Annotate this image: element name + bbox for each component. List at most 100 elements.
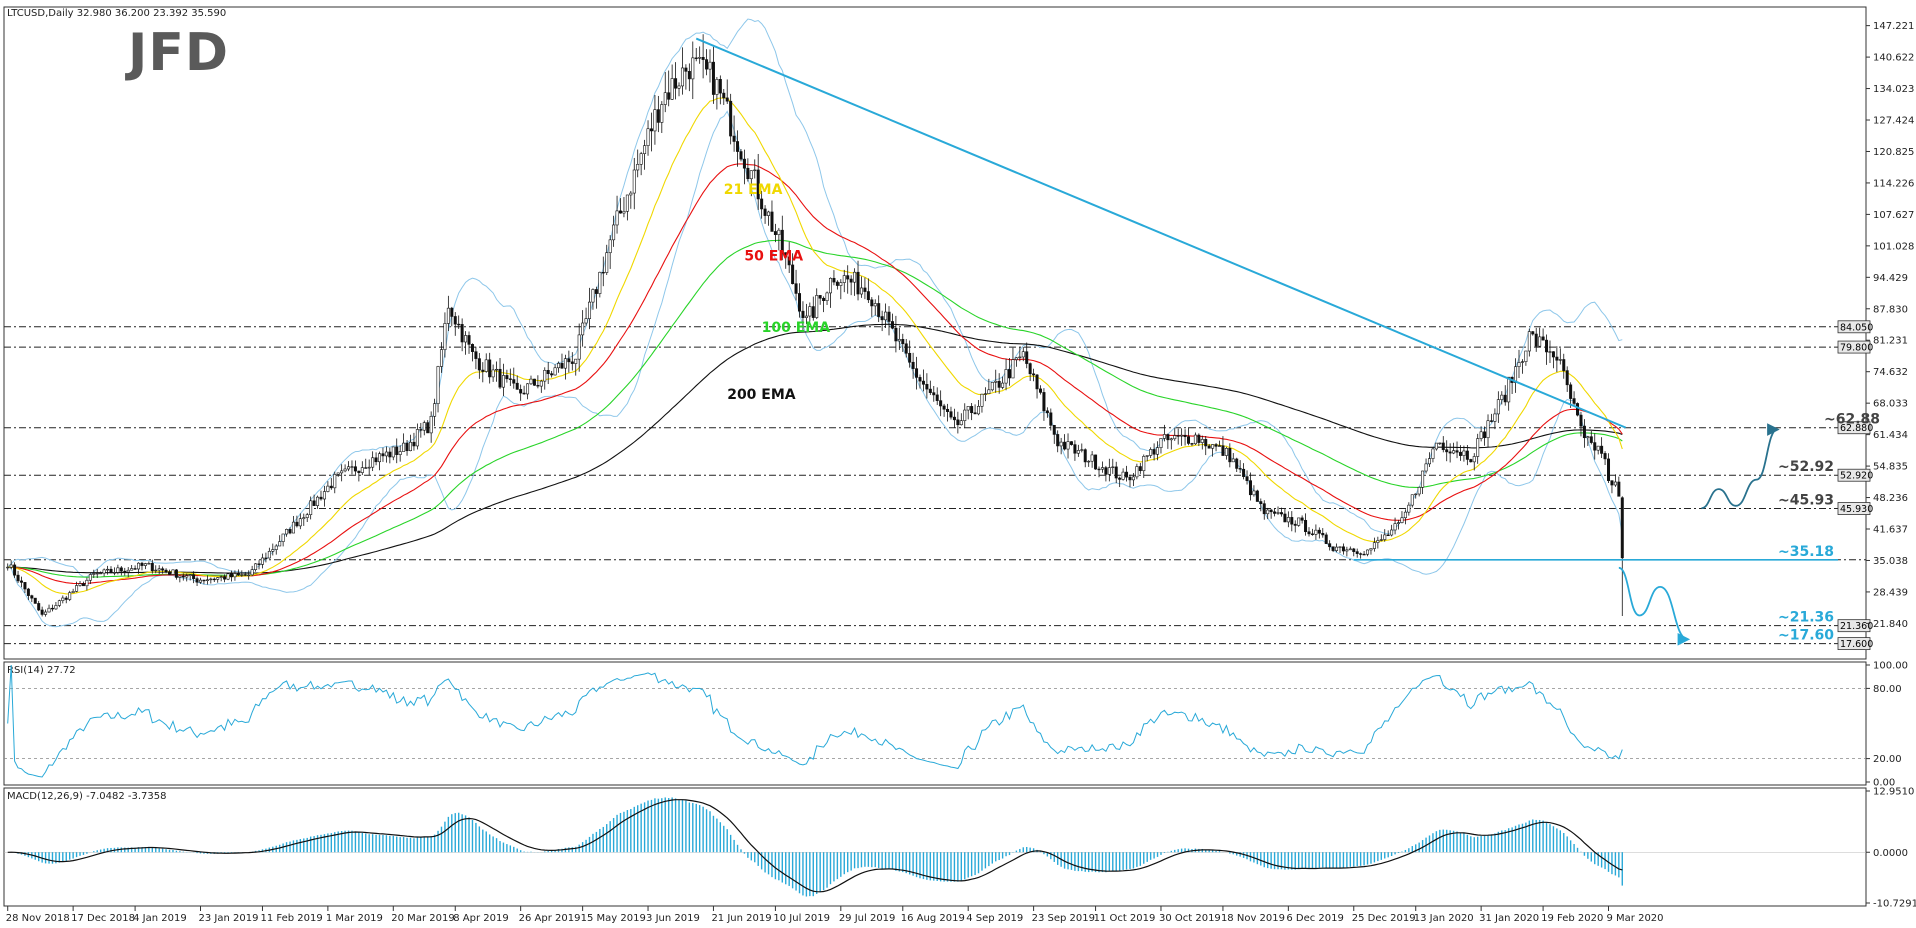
candle-body — [588, 301, 592, 319]
price-tick-label: 114.226 — [1873, 178, 1914, 189]
candle-body — [429, 415, 433, 434]
candle-body — [209, 578, 213, 581]
candle-body — [1314, 529, 1318, 535]
candle-body — [1242, 468, 1246, 477]
level-label-box — [1837, 637, 1871, 651]
date-tick-label: 1 Mar 2019 — [326, 913, 383, 924]
candle-body — [281, 533, 285, 542]
candle-body — [1579, 414, 1583, 427]
macd-signal-line — [7, 799, 1623, 893]
candle-body — [216, 577, 220, 580]
candle-body — [1476, 438, 1480, 457]
candle-body — [963, 409, 967, 421]
candle-body — [798, 293, 802, 312]
candle-body — [1355, 551, 1359, 554]
candle-body — [818, 295, 822, 299]
candle-body — [391, 446, 395, 458]
candle-body — [808, 306, 812, 317]
candle-body — [777, 229, 781, 235]
candle-body — [19, 580, 23, 583]
candle-body — [336, 472, 340, 475]
candle-body — [1445, 449, 1449, 453]
candle-body — [997, 380, 1001, 388]
candle-body — [78, 583, 82, 586]
candle-body — [1335, 546, 1339, 551]
candle-body — [1204, 439, 1208, 447]
candle-body — [853, 271, 857, 283]
candle-body — [233, 573, 237, 578]
candle-body — [298, 518, 302, 527]
candle-body — [1393, 523, 1397, 531]
candle-body — [1403, 511, 1407, 519]
candle-body — [1269, 509, 1273, 513]
candle-body — [257, 563, 261, 565]
candle-body — [388, 451, 392, 458]
candle-body — [749, 170, 753, 180]
candle-body — [1593, 442, 1597, 451]
candle-body — [1569, 384, 1573, 399]
rsi-tick-label: 100.00 — [1873, 661, 1908, 672]
candle-body — [1166, 434, 1170, 441]
candle-body — [715, 79, 719, 95]
symbol-header: LTCUSD,Daily 32.980 36.200 23.392 35.590 — [7, 8, 226, 19]
candle-body — [1410, 494, 1414, 506]
candle-body — [736, 141, 740, 152]
price-tick-label: 41.637 — [1873, 525, 1908, 536]
candle-body — [1162, 434, 1166, 439]
candle-body — [433, 403, 437, 417]
date-tick-label: 4 Sep 2019 — [966, 913, 1023, 924]
candle-body — [1338, 546, 1342, 548]
candle-body — [1252, 490, 1256, 496]
candle-body — [178, 575, 182, 578]
candle-body — [605, 252, 609, 273]
candle-body — [64, 597, 68, 600]
candle-body — [1331, 546, 1335, 551]
candle-body — [147, 563, 151, 565]
candle-body — [1321, 532, 1325, 536]
date-tick-label: 15 May 2019 — [581, 913, 646, 924]
level-annotation: ~17.60 — [1778, 628, 1834, 644]
candle-body — [563, 358, 567, 369]
candle-body — [408, 441, 412, 452]
candle-body — [1063, 441, 1067, 450]
price-tick-label: 127.424 — [1873, 116, 1914, 127]
candle-body — [539, 380, 543, 387]
candle-body — [629, 192, 633, 196]
candle-body — [1159, 438, 1163, 448]
candle-body — [1541, 336, 1545, 341]
candle-body — [195, 578, 199, 583]
candle-body — [460, 324, 464, 343]
candle-body — [47, 607, 51, 613]
candle-body — [897, 339, 901, 342]
candle-body — [670, 78, 674, 100]
candle-body — [729, 100, 733, 137]
candle-body — [939, 400, 943, 407]
candle-body — [192, 574, 196, 579]
candle-body — [44, 611, 48, 615]
candle-body — [319, 496, 323, 500]
candle-body — [116, 567, 120, 573]
candle-body — [553, 367, 557, 376]
candle-body — [718, 79, 722, 94]
candle-body — [684, 67, 688, 72]
candle-body — [181, 575, 185, 578]
candle-body — [828, 277, 832, 294]
candle-body — [608, 239, 612, 254]
candle-body — [157, 568, 161, 571]
candle-body — [952, 416, 956, 421]
candle-body — [1390, 529, 1394, 536]
candle-body — [57, 600, 61, 606]
candle-body — [1152, 449, 1156, 455]
candle-body — [987, 389, 991, 394]
candle-body — [254, 563, 258, 570]
candle-body — [1465, 450, 1469, 460]
candle-body — [1008, 369, 1012, 379]
candle-body — [1200, 439, 1204, 443]
candle-body — [1211, 444, 1215, 449]
candle-body — [763, 208, 767, 216]
candle-body — [1059, 441, 1063, 447]
candle-body — [1276, 512, 1280, 514]
candle-body — [1483, 431, 1487, 439]
candle-body — [443, 323, 447, 350]
